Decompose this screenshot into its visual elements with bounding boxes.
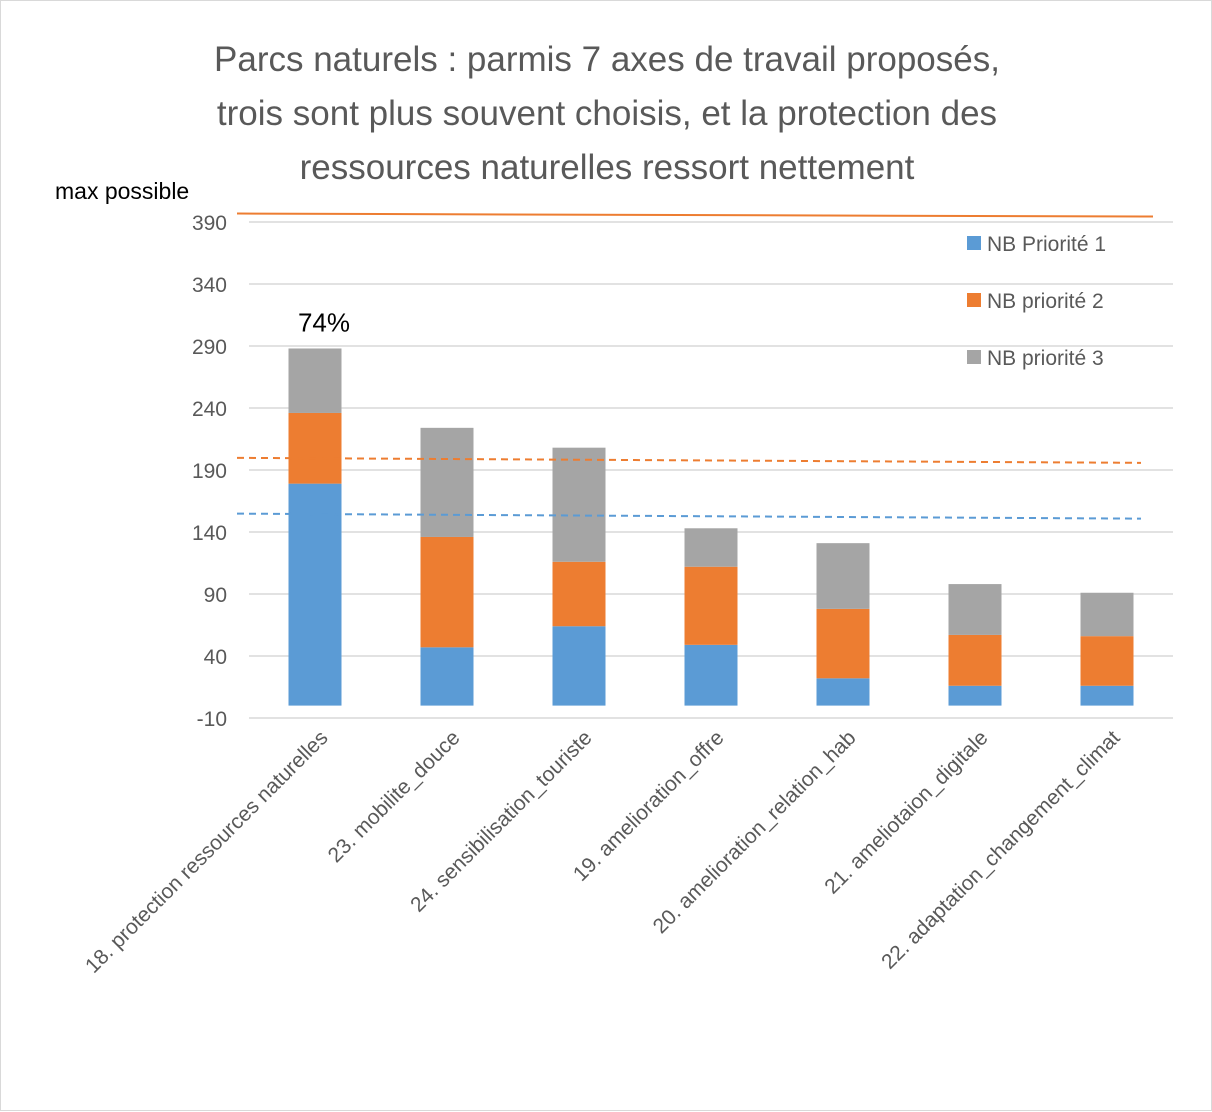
y-tick-label: -10 [197, 708, 227, 731]
y-tick-label: 40 [204, 646, 227, 669]
y-axis-ticks: -10 40 90 140 190 240 290 340 390 [192, 212, 227, 731]
bars [288, 348, 1134, 706]
bar-segment [684, 528, 738, 567]
reference-line [236, 212, 1154, 218]
x-axis-labels: 18. protection ressources naturelles23. … [81, 726, 1125, 978]
reference-line-label: max possible [55, 178, 189, 204]
x-tick-label: 22. adaptation_changement_climat [877, 726, 1125, 974]
bar-segment [552, 561, 606, 627]
bar-segment [420, 427, 474, 537]
gridlines [249, 221, 1173, 719]
x-tick-label: 18. protection ressources naturelles [81, 726, 333, 978]
bar-segment [684, 566, 738, 645]
bar-segment [552, 626, 606, 706]
reference-lines: max possible [55, 178, 1154, 520]
bar-segment [816, 608, 870, 679]
y-tick-label: 90 [204, 584, 227, 607]
bar-segment [288, 483, 342, 706]
bar-segment [948, 634, 1002, 686]
chart-title-line: Parcs naturels : parmis 7 axes de travai… [214, 40, 1000, 79]
bar-segment [816, 543, 870, 609]
reference-line [236, 512, 1142, 520]
x-tick-label: 23. mobilite_douce [324, 726, 465, 867]
y-tick-label: 340 [192, 274, 227, 297]
legend-swatch [967, 350, 981, 364]
bar-segment [816, 678, 870, 706]
legend-swatch [967, 236, 981, 250]
bar-segment [1080, 592, 1134, 637]
reference-line [236, 456, 1142, 464]
annotation-label: 74% [298, 307, 350, 337]
legend-label: NB priorité 3 [987, 347, 1104, 370]
bar-segment [1080, 636, 1134, 686]
chart-title: Parcs naturels : parmis 7 axes de travai… [214, 40, 1000, 187]
legend-swatch [967, 293, 981, 307]
x-tick-label: 19. amelioration_offre [569, 726, 729, 886]
legend-label: NB Priorité 1 [987, 233, 1106, 256]
annotations: 74% [298, 307, 350, 337]
legend: NB Priorité 1 NB priorité 2 NB priorité 3 [967, 233, 1106, 370]
chart-title-line: trois sont plus souvent choisis, et la p… [217, 94, 997, 133]
bar-segment [420, 647, 474, 706]
y-tick-label: 290 [192, 336, 227, 359]
bar-segment [552, 447, 606, 562]
bar-segment [684, 644, 738, 706]
bar-segment [288, 412, 342, 484]
bar-segment [948, 584, 1002, 635]
legend-label: NB priorité 2 [987, 290, 1104, 313]
bar-segment [1080, 685, 1134, 706]
y-tick-label: 390 [192, 212, 227, 235]
bar-segment [420, 536, 474, 648]
y-tick-label: 190 [192, 460, 227, 483]
y-tick-label: 140 [192, 522, 227, 545]
chart-title-line: ressources naturelles ressort nettement [300, 148, 915, 187]
bar-segment [288, 348, 342, 413]
y-tick-label: 240 [192, 398, 227, 421]
bar-segment [948, 685, 1002, 706]
